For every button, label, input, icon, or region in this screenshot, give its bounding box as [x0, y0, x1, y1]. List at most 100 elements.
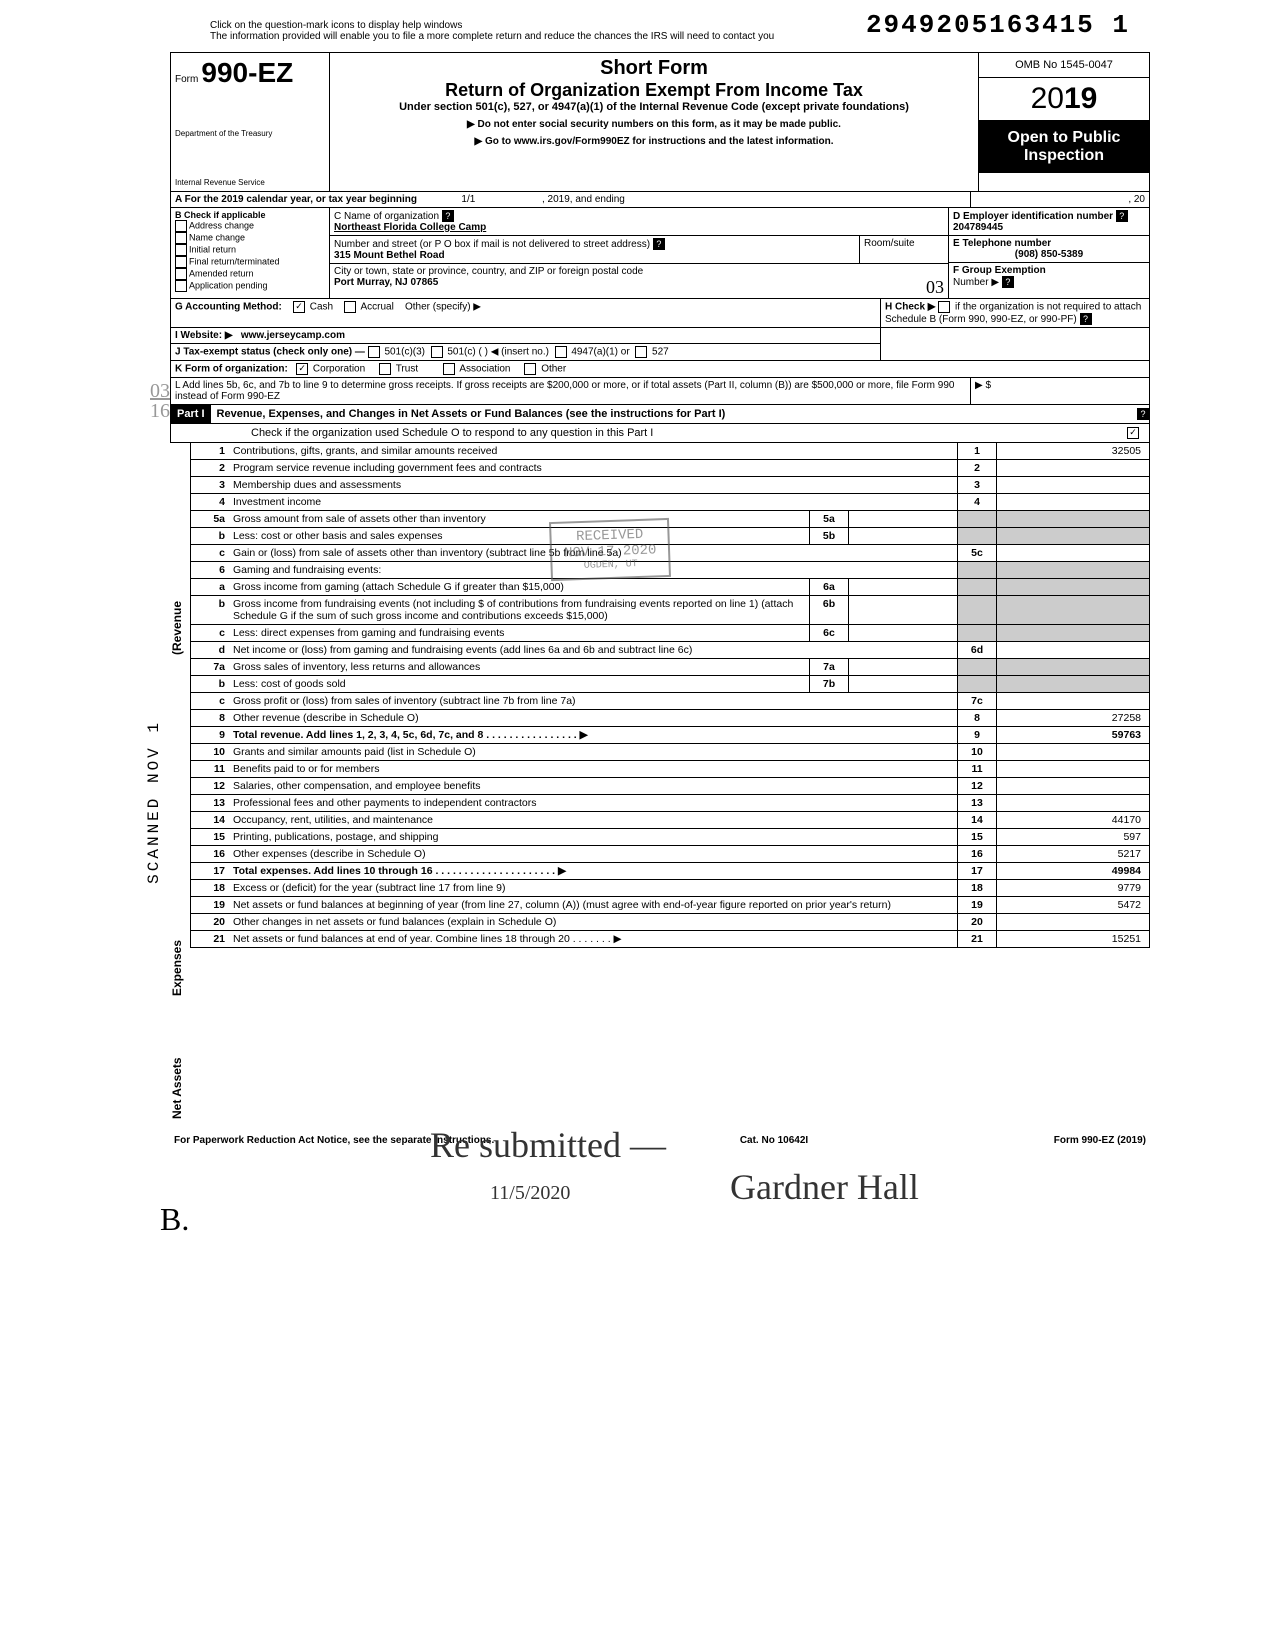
line-description: Membership dues and assessments	[229, 477, 958, 494]
outer-box-gray	[958, 579, 997, 596]
help-icon[interactable]: ?	[1080, 313, 1092, 325]
form-prefix: Form	[175, 74, 198, 85]
line-number: 2	[191, 460, 230, 477]
help-icon[interactable]: ?	[442, 210, 454, 222]
line-row: 3Membership dues and assessments3	[191, 477, 1150, 494]
help-icon[interactable]: ?	[653, 238, 665, 250]
line-row: 6Gaming and fundraising events:	[191, 562, 1150, 579]
checkbox-trust[interactable]	[379, 363, 391, 375]
box-label: 13	[958, 795, 997, 812]
checkbox-schedule-o[interactable]	[1127, 427, 1139, 439]
checkbox-other-org[interactable]	[524, 363, 536, 375]
line-description: Gross profit or (loss) from sales of inv…	[229, 693, 958, 710]
box-label: 14	[958, 812, 997, 829]
line-row: 14Occupancy, rent, utilities, and mainte…	[191, 812, 1150, 829]
line-description: Other changes in net assets or fund bala…	[229, 914, 958, 931]
line-number: 12	[191, 778, 230, 795]
help-icon[interactable]: ?	[1002, 276, 1014, 288]
checkbox-corporation[interactable]	[296, 363, 308, 375]
checkbox-501c3[interactable]	[368, 346, 380, 358]
checkbox-cash[interactable]	[293, 301, 305, 313]
side-netassets: Net Assets	[170, 1043, 190, 1133]
section-e-label: E Telephone number	[953, 238, 1051, 249]
form-header: Form 990-EZ Department of the Treasury I…	[170, 52, 1150, 192]
inner-box-label: 6a	[810, 579, 849, 596]
handwritten-03: 03	[926, 277, 944, 298]
side-revenue: (Revenue	[170, 443, 190, 893]
checkbox-4947[interactable]	[555, 346, 567, 358]
checkbox-association[interactable]	[443, 363, 455, 375]
checkbox-address-change[interactable]	[175, 220, 187, 232]
line-number: b	[191, 596, 230, 625]
box-label: 3	[958, 477, 997, 494]
checkbox-name-change[interactable]	[175, 232, 187, 244]
website-value: www.jerseycamp.com	[241, 330, 345, 341]
inner-box-value	[849, 579, 958, 596]
outer-value-gray	[997, 528, 1150, 545]
line-number: 15	[191, 829, 230, 846]
outer-box-gray	[958, 659, 997, 676]
box-label: 2	[958, 460, 997, 477]
line-description: Excess or (deficit) for the year (subtra…	[229, 880, 958, 897]
box-value: 44170	[997, 812, 1150, 829]
form-subtitle: Under section 501(c), 527, or 4947(a)(1)…	[338, 101, 970, 113]
line-description: Net assets or fund balances at beginning…	[229, 897, 958, 914]
checkbox-amended[interactable]	[175, 268, 187, 280]
line-number: 16	[191, 846, 230, 863]
box-value: 27258	[997, 710, 1150, 727]
checkbox-accrual[interactable]	[344, 301, 356, 313]
box-value	[997, 494, 1150, 511]
line-row: 9Total revenue. Add lines 1, 2, 3, 4, 5c…	[191, 727, 1150, 744]
box-label: 19	[958, 897, 997, 914]
form-number: 990-EZ	[201, 57, 293, 88]
margin-b: B.	[160, 1201, 189, 1238]
section-g-label: G Accounting Method:	[175, 302, 282, 313]
line-number: 21	[191, 931, 230, 948]
section-i-label: I Website: ▶	[175, 330, 233, 341]
line-description: Salaries, other compensation, and employ…	[229, 778, 958, 795]
line-number: c	[191, 693, 230, 710]
lines-table: 1Contributions, gifts, grants, and simil…	[190, 443, 1150, 948]
ssn-warning: ▶ Do not enter social security numbers o…	[338, 119, 970, 130]
box-value	[997, 914, 1150, 931]
line-row: 1Contributions, gifts, grants, and simil…	[191, 443, 1150, 460]
box-label: 18	[958, 880, 997, 897]
checkbox-527[interactable]	[635, 346, 647, 358]
box-label: 10	[958, 744, 997, 761]
inner-box-value	[849, 659, 958, 676]
line-row: 13Professional fees and other payments t…	[191, 795, 1150, 812]
line-description: Total revenue. Add lines 1, 2, 3, 4, 5c,…	[229, 727, 958, 744]
checkbox-final-return[interactable]	[175, 256, 187, 268]
section-b-label: B Check if applicable	[175, 210, 266, 220]
line-row: 8Other revenue (describe in Schedule O)8…	[191, 710, 1150, 727]
line-description: Less: direct expenses from gaming and fu…	[229, 625, 810, 642]
help-icon[interactable]: ?	[1116, 210, 1128, 222]
line-description: Less: cost of goods sold	[229, 676, 810, 693]
line-description: Gaming and fundraising events:	[229, 562, 958, 579]
checkbox-app-pending[interactable]	[175, 280, 187, 292]
inner-box-label: 7a	[810, 659, 849, 676]
line-description: Other expenses (describe in Schedule O)	[229, 846, 958, 863]
line-number: c	[191, 545, 230, 562]
section-f-number: Number ▶	[953, 277, 999, 288]
box-value: 15251	[997, 931, 1150, 948]
line-row: 15Printing, publications, postage, and s…	[191, 829, 1150, 846]
outer-value-gray	[997, 625, 1150, 642]
line-row: cGross profit or (loss) from sales of in…	[191, 693, 1150, 710]
box-value	[997, 477, 1150, 494]
box-value	[997, 545, 1150, 562]
part1-check-text: Check if the organization used Schedule …	[171, 424, 1127, 442]
checkbox-501c[interactable]	[431, 346, 443, 358]
checkbox-initial-return[interactable]	[175, 244, 187, 256]
box-label: 4	[958, 494, 997, 511]
line-row: 7aGross sales of inventory, less returns…	[191, 659, 1150, 676]
checkbox-schedule-b[interactable]	[938, 301, 950, 313]
line-row: 11Benefits paid to or for members11	[191, 761, 1150, 778]
side-expenses: Expenses	[170, 893, 190, 1043]
section-k-label: K Form of organization:	[175, 364, 288, 375]
help-icon[interactable]: ?	[1137, 408, 1149, 420]
box-label: 20	[958, 914, 997, 931]
line-number: 5a	[191, 511, 230, 528]
ein-value: 204789445	[953, 222, 1003, 233]
outer-value-gray	[997, 511, 1150, 528]
